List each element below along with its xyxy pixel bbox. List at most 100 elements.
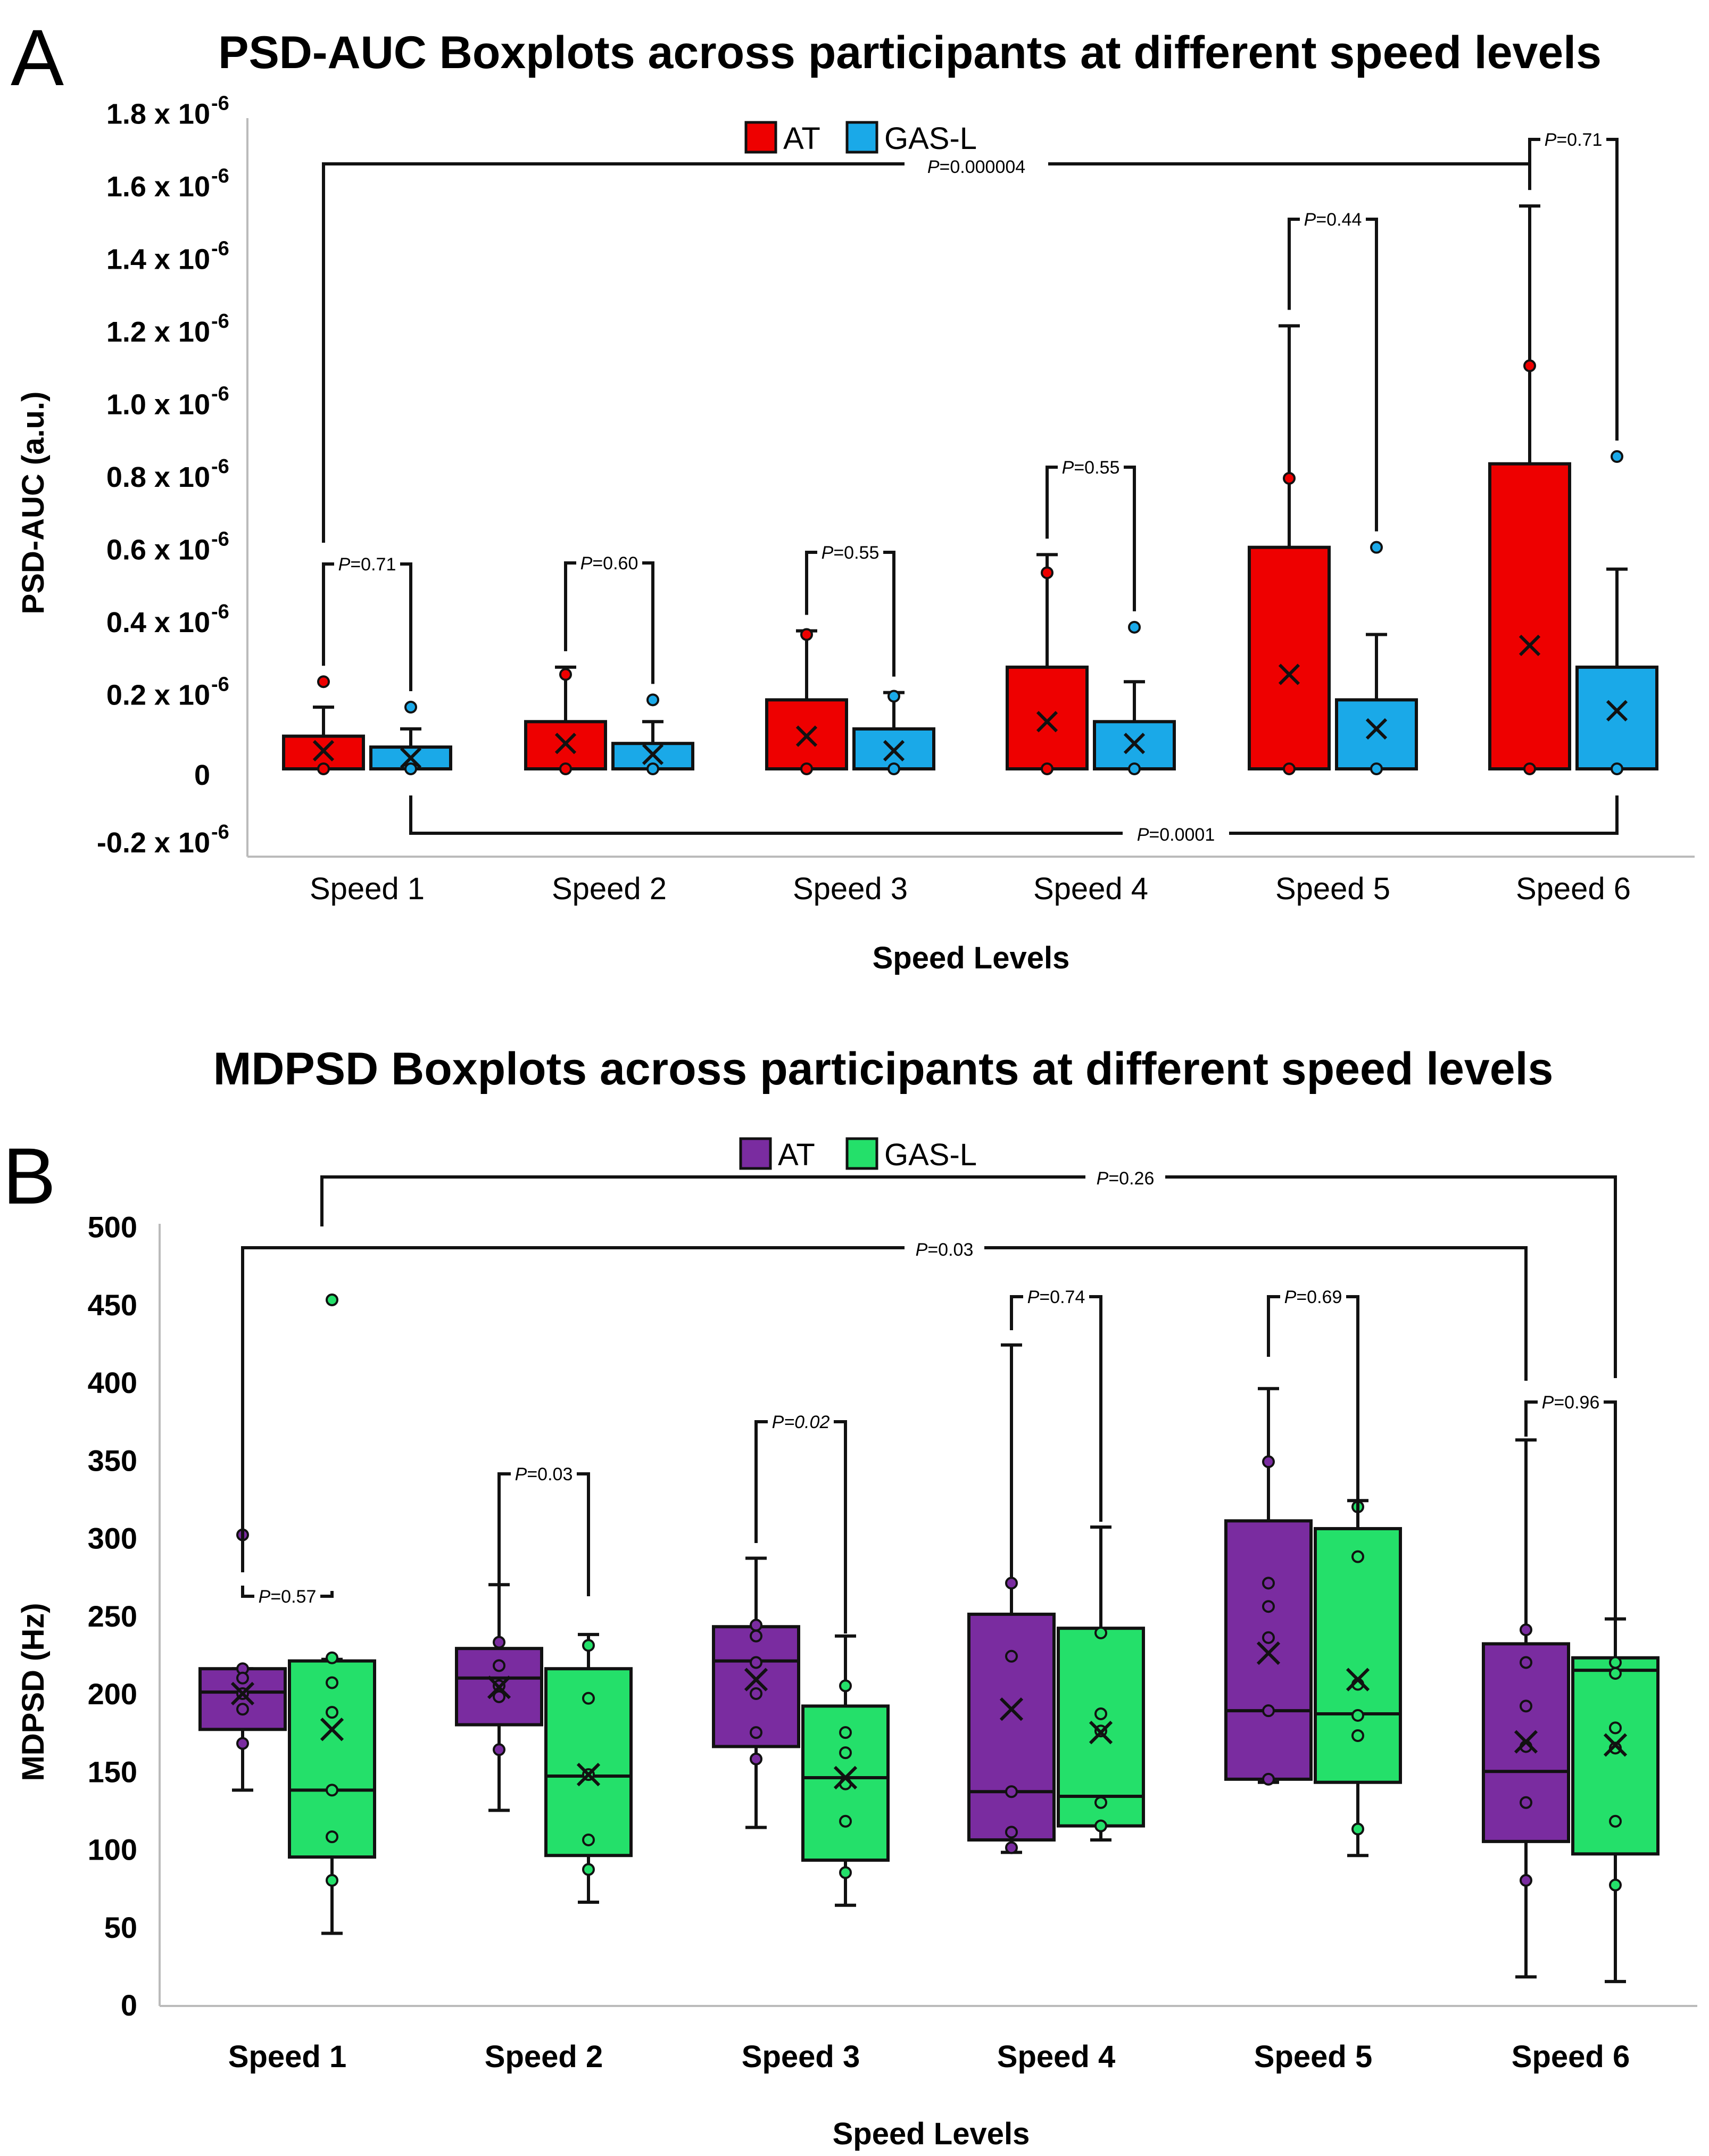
panel-a-pvalue-bg-s5 bbox=[1300, 206, 1366, 228]
panel-b-ytick-label: 350 bbox=[88, 1444, 137, 1477]
panel-b-pvalue-gas-s1-s6: P=0.26 bbox=[1097, 1168, 1155, 1189]
panel-b-ylabel: MDPSD (Hz) bbox=[16, 1603, 51, 1781]
panel-a-point-s5-gas bbox=[1370, 541, 1383, 554]
panel-a-pvalue-s3: P=0.55 bbox=[822, 543, 880, 563]
panel-a-box-s6-at bbox=[1488, 462, 1571, 770]
panel-a-point-s4-at bbox=[1041, 762, 1053, 775]
panel-a-pvalue-s2: P=0.60 bbox=[580, 553, 638, 574]
panel-b-xtick-label-s4: Speed 4 bbox=[997, 2039, 1115, 2074]
panel-a-pvalue-bg-s2 bbox=[576, 550, 642, 571]
panel-b-ytick-label: 50 bbox=[104, 1911, 137, 1944]
panel-b-point-s3-gas bbox=[839, 1679, 852, 1693]
panel-b-point-s6-at bbox=[1520, 1874, 1532, 1887]
panel-b-ytick-label: 100 bbox=[88, 1833, 137, 1867]
panel-a-ytick-exponent: -6 bbox=[211, 238, 229, 260]
panel-a-legend-swatch-at bbox=[744, 121, 777, 154]
panel-b-point-s4-at bbox=[1005, 1577, 1018, 1590]
panel-a-point-s5-at bbox=[1283, 472, 1296, 485]
panel-a-box-s4-at bbox=[1006, 665, 1089, 771]
panel-a-ytick-exponent: -6 bbox=[211, 601, 229, 623]
panel-b-point-s5-at bbox=[1262, 1772, 1275, 1786]
panel-b-point-s1-gas bbox=[326, 1874, 338, 1887]
panel-b-point-s5-at bbox=[1262, 1631, 1275, 1644]
panel-b-point-s4-at bbox=[1005, 1841, 1018, 1854]
panel-a-plot: -0.2 x 10 -600.2 x 10 -60.4 x 10 -60.6 x 10… bbox=[97, 93, 1695, 906]
panel-a-bracket-s3 bbox=[805, 551, 895, 677]
panel-b-ytick-label: 400 bbox=[88, 1366, 137, 1399]
panel-b-point-s3-at bbox=[750, 1726, 762, 1739]
panel-b-point-s1-gas bbox=[326, 1830, 338, 1844]
panel-a-xtick-label-s5: Speed 5 bbox=[1275, 872, 1390, 906]
panel-b-legend-swatch-gas bbox=[845, 1137, 878, 1170]
panel-a-point-s2-gas bbox=[646, 693, 659, 707]
panel-b-box-s2-gas bbox=[544, 1667, 633, 1858]
panel-b-ytick-label: 0 bbox=[121, 1988, 137, 2022]
panel-b-point-s2-at bbox=[493, 1743, 505, 1756]
panel-a-point-s5-gas bbox=[1370, 762, 1383, 775]
panel-a-mean-marker-s4-at bbox=[1036, 711, 1058, 733]
panel-a-title: PSD-AUC Boxplots across participants at … bbox=[218, 27, 1602, 78]
panel-a-pvalue-s6: P=0.71 bbox=[1545, 130, 1603, 150]
panel-a-ytick-exponent: -6 bbox=[211, 165, 229, 187]
panel-b-point-s1-at bbox=[236, 1703, 249, 1716]
panel-b-xtick-label-s5: Speed 5 bbox=[1254, 2039, 1372, 2074]
panel-b-point-s1-gas bbox=[326, 1293, 338, 1306]
panel-b-mean-marker-s1-at bbox=[230, 1681, 255, 1706]
panel-b-pvalue-bg-s5 bbox=[1280, 1284, 1346, 1305]
panel-a-pvalue-bg-s6 bbox=[1540, 127, 1606, 148]
panel-b-point-s6-at bbox=[1520, 1796, 1532, 1809]
panel-a-point-s4-gas bbox=[1128, 620, 1141, 634]
panel-a-pvalue-s5: P=0.44 bbox=[1304, 210, 1362, 230]
panel-a-point-s6-at bbox=[1523, 762, 1536, 775]
panel-b-point-s3-at bbox=[750, 1687, 762, 1700]
panel-a-pvalue-at-s1-s6: P=0.000004 bbox=[927, 157, 1025, 177]
panel-a-ytick-exponent: -6 bbox=[211, 821, 229, 843]
panel-b-pvalue-bg-s6 bbox=[1538, 1389, 1604, 1411]
panel-b-bracket-at-s1-s6 bbox=[241, 1246, 1528, 1572]
panel-b-point-s3-gas bbox=[839, 1726, 852, 1739]
panel-b-point-s1-gas bbox=[326, 1676, 338, 1689]
panel-b-legend-label-gas: GAS-L bbox=[884, 1138, 977, 1172]
panel-a-point-s3-at bbox=[800, 628, 813, 641]
panel-b-point-s4-gas bbox=[1094, 1819, 1107, 1832]
panel-b-point-s3-gas bbox=[839, 1814, 852, 1828]
panel-b-point-s4-at bbox=[1005, 1649, 1018, 1663]
panel-b-pvalue-s3: P=0.02 bbox=[772, 1412, 830, 1432]
panel-b-point-s2-gas bbox=[582, 1833, 595, 1846]
panel-a-point-s3-at bbox=[800, 762, 813, 775]
panel-b-bracket-s5 bbox=[1267, 1295, 1359, 1527]
panel-b-point-s3-at bbox=[750, 1656, 762, 1669]
panel-a-ytick-exponent: -6 bbox=[211, 455, 229, 478]
panel-b-point-s5-at bbox=[1262, 1455, 1275, 1469]
panel-b-pvalue-s1: P=0.57 bbox=[259, 1587, 317, 1607]
panel-b-point-s3-gas bbox=[839, 1746, 852, 1760]
panel-a-xlabel: Speed Levels bbox=[873, 941, 1070, 975]
panel-a-pvalue-gas-s1-s6: P=0.0001 bbox=[1137, 825, 1215, 845]
panel-a-mean-marker-s1-gas bbox=[400, 747, 422, 769]
panel-b-point-s2-at bbox=[493, 1659, 505, 1672]
panel-b-pvalue-s2: P=0.03 bbox=[515, 1464, 573, 1485]
panel-b-point-s4-at bbox=[1005, 1826, 1018, 1839]
panel-a-xtick-label-s3: Speed 3 bbox=[793, 872, 908, 906]
panel-a-ytick-label: 0.4 x 10 bbox=[106, 607, 210, 638]
panel-b-xtick-label-s2: Speed 2 bbox=[485, 2039, 603, 2074]
panel-a-box-s6-gas bbox=[1575, 665, 1658, 771]
panel-b-letter: B bbox=[3, 1131, 56, 1221]
panel-a-letter: A bbox=[11, 13, 64, 102]
panel-a-ytick-label: 0 bbox=[194, 759, 210, 791]
panel-a-ytick-label: 1.8 x 10 bbox=[106, 98, 210, 130]
panel-b-legend-swatch-at bbox=[739, 1137, 772, 1170]
panel-b-pvalue-bg-s3 bbox=[768, 1409, 834, 1430]
panel-b-point-s3-gas bbox=[839, 1866, 852, 1879]
panel-b-pvalue-bg-s2 bbox=[511, 1461, 577, 1482]
panel-b-point-s6-gas bbox=[1609, 1656, 1622, 1669]
panel-b-pvalue-s6: P=0.96 bbox=[1542, 1392, 1600, 1413]
panel-b-point-s5-at bbox=[1262, 1704, 1275, 1718]
panel-b-point-s3-at bbox=[750, 1619, 762, 1632]
panel-b-pvalue-bg-at-s1-s6 bbox=[905, 1238, 984, 1259]
panel-a-mean-marker-s5-at bbox=[1278, 664, 1300, 685]
panel-b-plot: 0 50 100 150 200 250 300 350 400 450 500 Speed 1 Spe… bbox=[88, 1166, 1697, 2074]
panel-b-point-s4-gas bbox=[1094, 1626, 1107, 1639]
panel-a-ytick-exponent: -6 bbox=[211, 528, 229, 551]
